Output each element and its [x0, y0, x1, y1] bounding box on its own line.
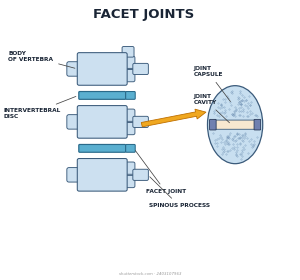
FancyBboxPatch shape: [126, 92, 135, 99]
FancyBboxPatch shape: [122, 109, 135, 121]
FancyBboxPatch shape: [77, 158, 127, 191]
FancyBboxPatch shape: [67, 62, 83, 76]
FancyBboxPatch shape: [67, 168, 83, 182]
FancyBboxPatch shape: [79, 144, 126, 152]
Text: JOINT
CAPSULE: JOINT CAPSULE: [193, 66, 230, 102]
FancyBboxPatch shape: [122, 46, 134, 57]
Text: FACET JOINTS: FACET JOINTS: [93, 8, 195, 22]
Text: SPINOUS PROCESS: SPINOUS PROCESS: [148, 177, 209, 208]
FancyBboxPatch shape: [126, 144, 135, 152]
FancyBboxPatch shape: [133, 169, 148, 180]
FancyBboxPatch shape: [122, 56, 135, 68]
Polygon shape: [141, 109, 206, 127]
FancyBboxPatch shape: [77, 53, 127, 85]
FancyBboxPatch shape: [133, 116, 148, 127]
FancyBboxPatch shape: [254, 119, 261, 130]
Text: shutterstock.com · 2403107963: shutterstock.com · 2403107963: [119, 272, 181, 276]
FancyBboxPatch shape: [214, 120, 256, 129]
FancyBboxPatch shape: [122, 175, 135, 188]
FancyBboxPatch shape: [77, 106, 127, 138]
FancyBboxPatch shape: [122, 162, 135, 174]
FancyBboxPatch shape: [122, 122, 135, 135]
FancyBboxPatch shape: [67, 115, 83, 129]
Text: FACET JOINT: FACET JOINT: [135, 151, 186, 194]
Text: BODY
OF VERTEBRA: BODY OF VERTEBRA: [8, 51, 75, 68]
FancyBboxPatch shape: [133, 63, 148, 74]
Ellipse shape: [208, 86, 263, 164]
FancyBboxPatch shape: [122, 69, 135, 82]
FancyBboxPatch shape: [210, 119, 216, 130]
Text: JOINT
CAVITY: JOINT CAVITY: [193, 94, 230, 123]
Text: INTERVERTEBRAL
DISC: INTERVERTEBRAL DISC: [4, 96, 76, 119]
FancyBboxPatch shape: [79, 92, 126, 99]
